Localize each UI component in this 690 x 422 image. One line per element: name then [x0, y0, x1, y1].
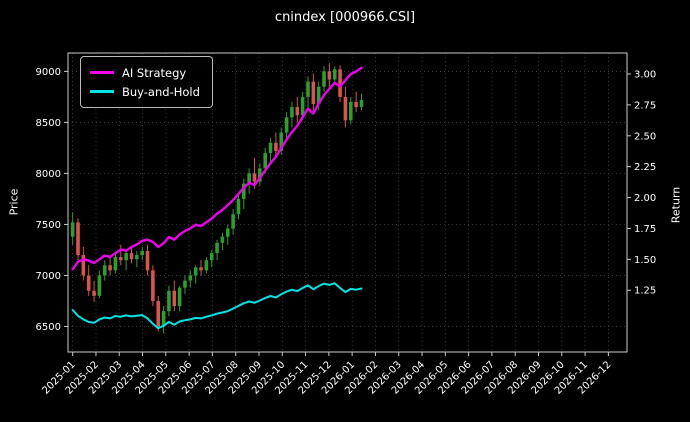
svg-text:1.75: 1.75 — [634, 224, 656, 235]
svg-text:2.00: 2.00 — [634, 193, 656, 204]
legend-label: AI Strategy — [122, 65, 187, 80]
chart-title: cnindex [000966.CSI] — [274, 10, 416, 25]
legend-label: Buy-and-Hold — [122, 84, 200, 99]
svg-text:2.75: 2.75 — [634, 100, 656, 111]
svg-text:6500: 6500 — [36, 322, 61, 333]
price-axis-label: Price — [7, 188, 21, 216]
svg-text:2.50: 2.50 — [634, 131, 656, 142]
svg-text:7000: 7000 — [36, 271, 61, 282]
svg-text:9000: 9000 — [36, 67, 61, 78]
legend-item-ai-strategy: AI Strategy — [90, 63, 200, 82]
legend-item-buy-and-hold: Buy-and-Hold — [90, 82, 200, 101]
ai-strategy-line-swatch — [90, 71, 114, 74]
return-axis-label: Return — [669, 186, 683, 224]
svg-text:2.25: 2.25 — [634, 162, 656, 173]
svg-text:1.25: 1.25 — [634, 286, 656, 297]
svg-text:7500: 7500 — [36, 220, 61, 231]
legend: AI Strategy Buy-and-Hold — [80, 56, 213, 108]
svg-text:8000: 8000 — [36, 169, 61, 180]
svg-text:1.50: 1.50 — [634, 255, 656, 266]
svg-text:8500: 8500 — [36, 118, 61, 129]
svg-text:3.00: 3.00 — [634, 70, 656, 81]
buy-and-hold-line-swatch — [90, 90, 114, 93]
